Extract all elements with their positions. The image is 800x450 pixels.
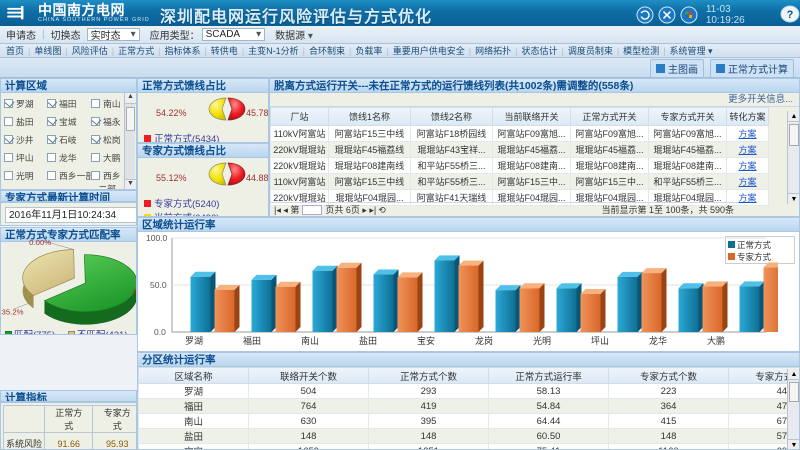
svg-text:南山: 南山: [301, 335, 319, 346]
svg-text:宝安: 宝安: [417, 335, 435, 346]
svg-text:50.0: 50.0: [150, 280, 167, 290]
svg-text:0.00%: 0.00%: [29, 240, 51, 247]
svg-text:盐田: 盐田: [359, 335, 377, 346]
svg-text:100.0: 100.0: [146, 233, 168, 243]
svg-text:光明: 光明: [533, 335, 551, 346]
svg-text:福田: 福田: [243, 335, 261, 346]
svg-text:?: ?: [787, 9, 794, 21]
svg-text:罗湖: 罗湖: [185, 336, 203, 346]
svg-text:龙岗: 龙岗: [475, 335, 493, 346]
svg-text:龙华: 龙华: [649, 335, 667, 346]
svg-text:大鹏: 大鹏: [707, 335, 725, 346]
svg-text:35.2%: 35.2%: [2, 307, 24, 316]
svg-text:坪山: 坪山: [591, 336, 609, 346]
svg-text:0.0: 0.0: [154, 327, 166, 337]
